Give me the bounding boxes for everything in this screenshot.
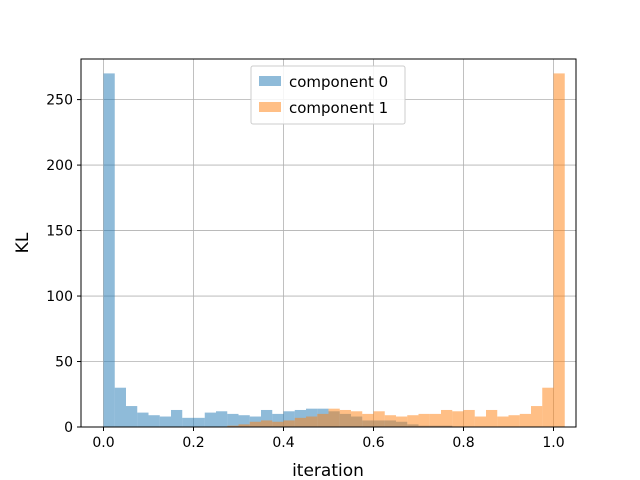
histogram-bar-series-1 (294, 417, 306, 427)
histogram-bar-series-1 (418, 413, 430, 427)
histogram-bar-series-1 (497, 416, 509, 427)
x-tick-label: 0.6 (362, 435, 384, 451)
histogram-bar-series-1 (542, 387, 554, 427)
y-axis-ticks: 0 50 100 150 200 250 (46, 93, 81, 436)
x-axis-ticks: 0.0 0.2 0.4 0.6 0.8 1.0 (92, 427, 565, 451)
histogram-bar-series-0 (261, 409, 273, 427)
histogram-bar-series-1 (474, 416, 486, 427)
histogram-bar-series-1 (429, 413, 441, 427)
histogram-bars (103, 73, 565, 427)
histogram-bar-series-0 (159, 416, 171, 427)
x-tick-label: 0.0 (92, 435, 114, 451)
histogram-bar-series-1 (407, 415, 419, 427)
histogram-bar-series-0 (126, 406, 138, 427)
histogram-bar-series-1 (283, 420, 295, 427)
y-tick-label: 250 (46, 93, 73, 109)
legend: component 0 component 1 (250, 65, 406, 125)
y-tick-label: 0 (64, 420, 73, 436)
histogram-bar-series-0 (272, 413, 284, 427)
histogram-bar-series-1 (339, 409, 351, 427)
x-tick-label: 0.8 (452, 435, 474, 451)
histogram-bar-series-0 (182, 417, 194, 427)
histogram-bar-series-0 (114, 387, 126, 427)
legend-swatch-series-1 (259, 102, 281, 112)
histogram-bar-series-0 (171, 409, 183, 427)
histogram-bar-series-1 (463, 409, 475, 427)
x-tick-label: 1.0 (542, 435, 564, 451)
histogram-bar-series-0 (137, 412, 149, 427)
histogram-bar-series-1 (373, 411, 385, 427)
histogram-bar-series-1 (328, 408, 340, 427)
x-tick-label: 0.2 (182, 435, 204, 451)
histogram-bar-series-0 (238, 415, 250, 427)
histogram-bar-series-0 (193, 417, 205, 427)
plot-frame (80, 58, 577, 428)
histogram-bar-series-0 (204, 412, 216, 427)
histogram-bar-series-1 (441, 409, 453, 427)
histogram-bar-series-1 (384, 415, 396, 427)
y-tick-label: 50 (55, 355, 73, 371)
y-tick-label: 100 (46, 289, 73, 305)
histogram-bar-series-1 (306, 416, 318, 427)
histogram-bar-series-1 (519, 413, 531, 427)
histogram-bar-series-1 (227, 425, 239, 427)
histogram-bar-series-1 (452, 411, 464, 427)
histogram-bar-series-1 (531, 406, 543, 427)
histogram-bar-series-0 (103, 73, 115, 427)
histogram-bar-series-1 (317, 413, 329, 427)
histogram-bar-series-1 (272, 421, 284, 427)
histogram-bar-series-0 (227, 413, 239, 427)
legend-label-series-0: component 0 (289, 73, 388, 91)
histogram-bar-series-0 (216, 411, 228, 427)
histogram-bar-series-1 (508, 415, 520, 427)
histogram-bar-series-0 (283, 411, 295, 427)
histogram-bar-series-1 (486, 409, 498, 427)
histogram-bar-series-1 (249, 421, 261, 427)
legend-label-series-1: component 1 (289, 99, 388, 117)
x-axis-label: iteration (292, 461, 364, 480)
histogram-bar-series-1 (238, 424, 250, 427)
y-tick-label: 150 (46, 224, 73, 240)
histogram-bar-series-0 (148, 415, 160, 427)
legend-swatch-series-0 (259, 76, 281, 86)
y-axis-label: KL (13, 232, 33, 253)
histogram-bar-series-1 (351, 411, 363, 427)
histogram-bar-series-1 (396, 416, 408, 427)
histogram-bar-series-1 (261, 420, 273, 427)
histogram-bar-series-1 (553, 73, 565, 427)
histogram-bar-series-1 (362, 413, 374, 427)
legend-box (250, 65, 406, 125)
x-tick-label: 0.4 (272, 435, 294, 451)
y-tick-label: 200 (46, 158, 73, 174)
